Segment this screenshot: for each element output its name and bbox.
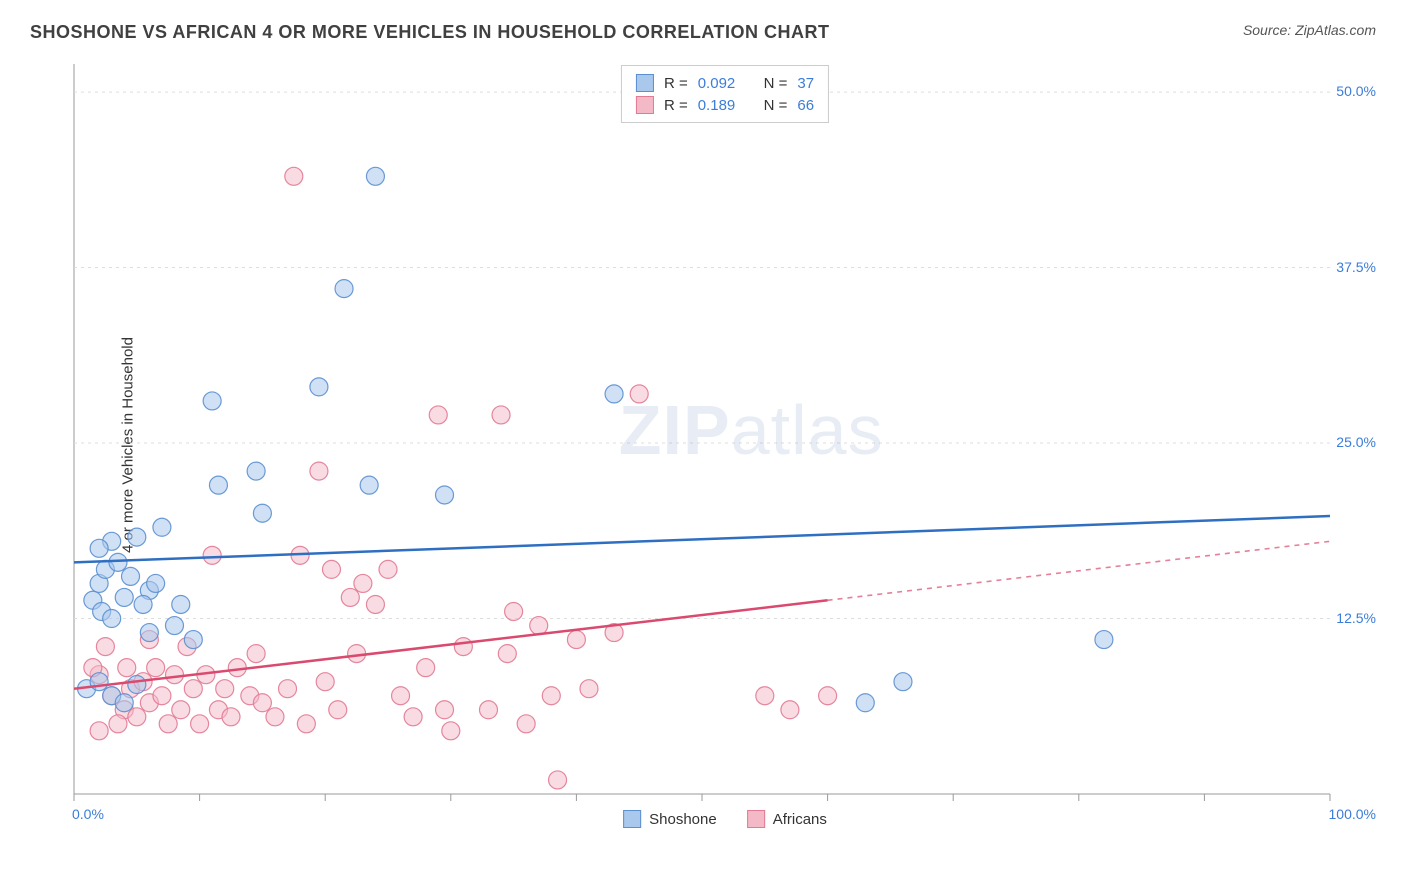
chart-title: SHOSHONE VS AFRICAN 4 OR MORE VEHICLES I… — [30, 22, 830, 43]
stats-row-shoshone: R = 0.092 N = 37 — [636, 72, 814, 94]
plot-svg — [70, 60, 1380, 830]
x-start-label: 0.0% — [72, 806, 104, 822]
source-attribution: Source: ZipAtlas.com — [1243, 22, 1376, 38]
y-tick-label: 37.5% — [1336, 259, 1376, 275]
scatter-plot: ZIPatlas R = 0.092 N = 37 R = 0.189 N = … — [70, 60, 1380, 830]
legend-item-shoshone: Shoshone — [623, 810, 717, 828]
chart-header: SHOSHONE VS AFRICAN 4 OR MORE VEHICLES I… — [0, 0, 1406, 53]
chart-area: 4 or more Vehicles in Household ZIPatlas… — [50, 60, 1380, 830]
bottom-legend: Shoshone Africans — [623, 810, 827, 828]
legend-item-africans: Africans — [747, 810, 827, 828]
y-tick-label: 12.5% — [1336, 610, 1376, 626]
stats-row-africans: R = 0.189 N = 66 — [636, 94, 814, 116]
swatch-shoshone — [636, 74, 654, 92]
swatch-africans — [636, 96, 654, 114]
legend-swatch-africans — [747, 810, 765, 828]
legend-swatch-shoshone — [623, 810, 641, 828]
y-tick-label: 50.0% — [1336, 83, 1376, 99]
stats-legend: R = 0.092 N = 37 R = 0.189 N = 66 — [621, 65, 829, 123]
y-tick-label: 25.0% — [1336, 434, 1376, 450]
x-end-label: 100.0% — [1329, 806, 1376, 822]
